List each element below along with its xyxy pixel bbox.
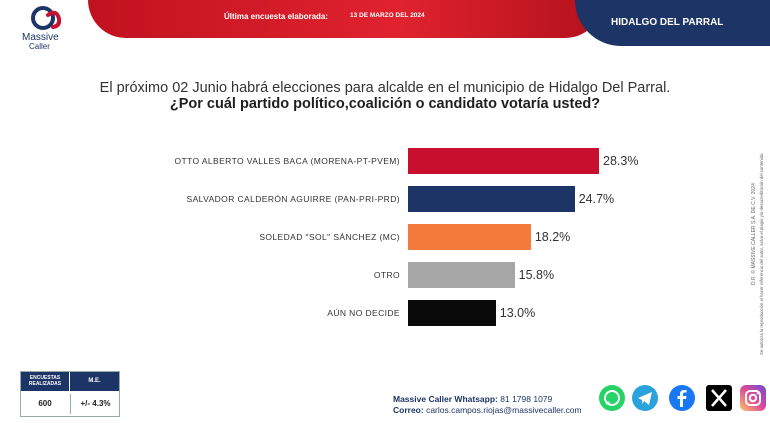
category-label: OTTO ALBERTO VALLES BACA (MORENA-PT-PVEM… (174, 156, 400, 166)
whatsapp-contact: Massive Caller Whatsapp: 81 1798 1079 (393, 394, 552, 404)
question-line-2: ¿Por cuál partido político,coalición o c… (169, 96, 601, 112)
copyright-text: D.R. © MASSIVE CALLER S.A. DE C.V. 2024 (751, 183, 757, 285)
category-label: SOLEDAD "SOL" SÁNCHEZ (MC) (259, 232, 400, 242)
region-label: HIDALGO DEL PARRAL (611, 17, 724, 28)
facebook-icon[interactable] (669, 385, 695, 411)
logo-icon (31, 6, 62, 30)
region-banner: HIDALGO DEL PARRAL (575, 0, 770, 46)
margin-error-header: M.E. (70, 372, 119, 391)
whatsapp-number[interactable]: 81 1798 1079 (500, 394, 553, 404)
category-label: SALVADOR CALDERÓN AGUIRRE (PAN-PRI-PRD) (186, 194, 400, 204)
email-address[interactable]: carlos.campos.riojas@massivecaller.com (426, 405, 582, 415)
bar (408, 300, 496, 326)
whatsapp-label: Massive Caller Whatsapp: (393, 394, 498, 404)
bar (408, 186, 575, 212)
margin-error-value: +/- 4.3% (70, 394, 120, 414)
whatsapp-icon[interactable] (599, 385, 625, 411)
value-label: 15.8% (518, 268, 555, 282)
brand-name: Massive (22, 32, 59, 43)
survey-date: 13 DE MARZO DEL 2024 (350, 12, 425, 19)
email-contact: Correo: carlos.campos.riojas@massivecall… (393, 405, 582, 415)
value-label: 28.3% (603, 154, 639, 168)
instagram-icon[interactable] (740, 385, 766, 411)
survey-date-label: Última encuesta elaborada: (224, 12, 329, 21)
header-banner: Última encuesta elaborada: 13 DE MARZO D… (88, 0, 603, 38)
surveys-header: ENCUESTAS REALIZADAS (21, 372, 69, 391)
question-line-1: El próximo 02 Junio habrá elecciones par… (99, 80, 671, 96)
value-label: 13.0% (499, 306, 536, 320)
x-icon[interactable] (706, 385, 732, 411)
category-label: AÚN NO DECIDE (327, 308, 400, 318)
value-label: 18.2% (534, 230, 571, 244)
telegram-icon[interactable] (632, 385, 658, 411)
reproduction-notice: Se autoriza la reproducción al hacer ref… (759, 152, 764, 355)
bar (408, 224, 531, 250)
brand-subname: Caller (29, 42, 50, 51)
bar (408, 148, 600, 174)
survey-info-table: ENCUESTAS REALIZADAS M.E. 600 +/- 4.3% (20, 371, 120, 417)
email-label: Correo: (393, 405, 424, 415)
value-label: 24.7% (578, 192, 615, 206)
brand-logo: Massive Caller (20, 5, 70, 53)
category-label: OTRO (373, 270, 400, 280)
surveys-value: 600 (38, 399, 52, 408)
bar (408, 262, 515, 288)
